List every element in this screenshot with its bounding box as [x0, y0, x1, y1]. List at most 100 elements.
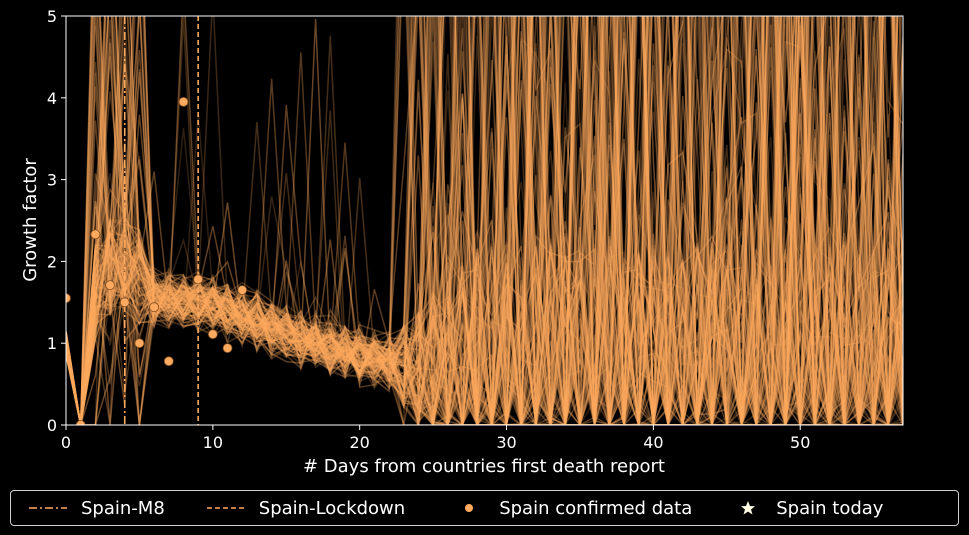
- y-tick-label: 5: [47, 7, 57, 26]
- simulation-line: [66, 16, 903, 425]
- simulation-line: [66, 16, 903, 425]
- simulation-line: [66, 16, 903, 425]
- simulation-line: [66, 16, 903, 425]
- legend-label-today: Spain today: [776, 497, 884, 519]
- simulation-line: [66, 16, 903, 425]
- simulation-line: [66, 16, 903, 425]
- simulation-line: [66, 16, 903, 425]
- simulation-line: [66, 16, 903, 425]
- x-tick-label: 0: [61, 433, 71, 452]
- simulation-line: [66, 16, 903, 425]
- y-axis: 0 1 2 3 4 5: [47, 7, 66, 435]
- simulation-line: [66, 16, 903, 425]
- simulation-line: [66, 16, 903, 425]
- simulation-line: [66, 16, 903, 425]
- simulation-line: [66, 16, 903, 425]
- simulation-line: [66, 16, 903, 425]
- simulation-line: [66, 16, 903, 425]
- y-tick-label: 3: [47, 171, 57, 190]
- simulation-line: [66, 16, 903, 425]
- simulation-line: [66, 16, 903, 425]
- simulation-line: [66, 16, 903, 425]
- simulation-line: [66, 16, 903, 425]
- star-marker-icon: [741, 501, 756, 515]
- simulation-line: [66, 16, 903, 425]
- simulation-line: [66, 16, 903, 425]
- confirmed-data-point: [90, 229, 101, 240]
- simulation-line: [66, 16, 903, 425]
- legend-item-today: Spain today: [740, 498, 883, 519]
- x-tick-label: 30: [496, 433, 516, 452]
- legend-item-confirmed: Spain confirmed data: [463, 498, 692, 519]
- simulation-line: [66, 16, 899, 425]
- simulation-line: [66, 16, 903, 425]
- legend-item-lockdown: Spain-Lockdown: [206, 498, 405, 519]
- confirmed-data-point: [178, 96, 189, 107]
- plot-frame: [65, 15, 904, 426]
- simulation-line: [66, 16, 903, 425]
- simulation-line: [66, 16, 903, 425]
- simulation-line: [66, 16, 903, 425]
- x-tick-label: 50: [790, 433, 810, 452]
- dot-marker-icon: [465, 504, 474, 512]
- simulation-line: [66, 16, 903, 425]
- confirmed-data-point: [66, 293, 71, 304]
- legend: Spain-M8 Spain-Lockdown Spain confirmed …: [10, 490, 959, 526]
- simulation-line: [66, 16, 903, 425]
- simulation-line: [66, 16, 903, 425]
- simulation-line: [66, 16, 903, 425]
- x-axis-label: # Days from countries first death report: [303, 456, 665, 477]
- simulation-line: [66, 16, 903, 425]
- simulation-line: [66, 16, 903, 425]
- x-tick-label: 10: [203, 433, 223, 452]
- confirmed-data-point: [75, 420, 86, 425]
- simulation-line: [66, 16, 903, 425]
- confirmed-data-point: [134, 338, 145, 349]
- confirmed-data-point: [193, 274, 204, 285]
- simulation-line: [66, 16, 903, 425]
- simulation-line: [66, 16, 903, 425]
- simulation-line: [66, 16, 903, 425]
- simulation-line: [66, 16, 903, 425]
- simulation-line: [66, 16, 903, 425]
- simulation-line: [66, 16, 903, 425]
- simulation-line: [66, 16, 903, 425]
- simulation-line: [66, 16, 903, 425]
- simulation-line: [66, 16, 903, 425]
- simulation-line: [66, 16, 903, 425]
- confirmed-data-point: [119, 297, 130, 308]
- simulation-line: [66, 16, 903, 425]
- confirmed-data-point: [149, 302, 160, 313]
- simulation-line: [66, 16, 903, 425]
- simulation-line: [66, 16, 903, 425]
- simulation-line: [66, 16, 903, 425]
- legend-item-m8: Spain-M8: [29, 498, 165, 519]
- simulation-line: [66, 16, 903, 425]
- simulation-line: [66, 16, 903, 425]
- simulation-line: [66, 16, 898, 425]
- simulation-line: [66, 16, 903, 425]
- y-axis-label: Growth factor: [20, 158, 41, 282]
- simulation-line: [66, 16, 899, 425]
- simulation-line: [66, 16, 903, 425]
- simulation-line: [66, 16, 903, 425]
- simulation-line: [66, 16, 903, 425]
- simulation-line: [66, 16, 903, 425]
- dashdot-line-icon: [29, 507, 67, 509]
- simulation-line: [66, 16, 903, 425]
- simulation-line: [66, 16, 903, 425]
- simulation-line: [66, 16, 899, 425]
- simulation-line: [66, 16, 903, 425]
- simulation-line: [66, 16, 903, 425]
- simulation-line: [66, 16, 903, 425]
- simulation-line: [66, 16, 903, 425]
- simulation-line: [66, 16, 903, 425]
- simulation-line: [66, 16, 903, 425]
- x-tick-label: 20: [350, 433, 370, 452]
- simulation-line: [66, 16, 903, 425]
- simulation-line: [66, 79, 903, 425]
- confirmed-data-point: [207, 329, 218, 340]
- y-tick-label: 0: [47, 416, 57, 435]
- simulation-line: [66, 16, 903, 425]
- simulation-line: [66, 16, 903, 425]
